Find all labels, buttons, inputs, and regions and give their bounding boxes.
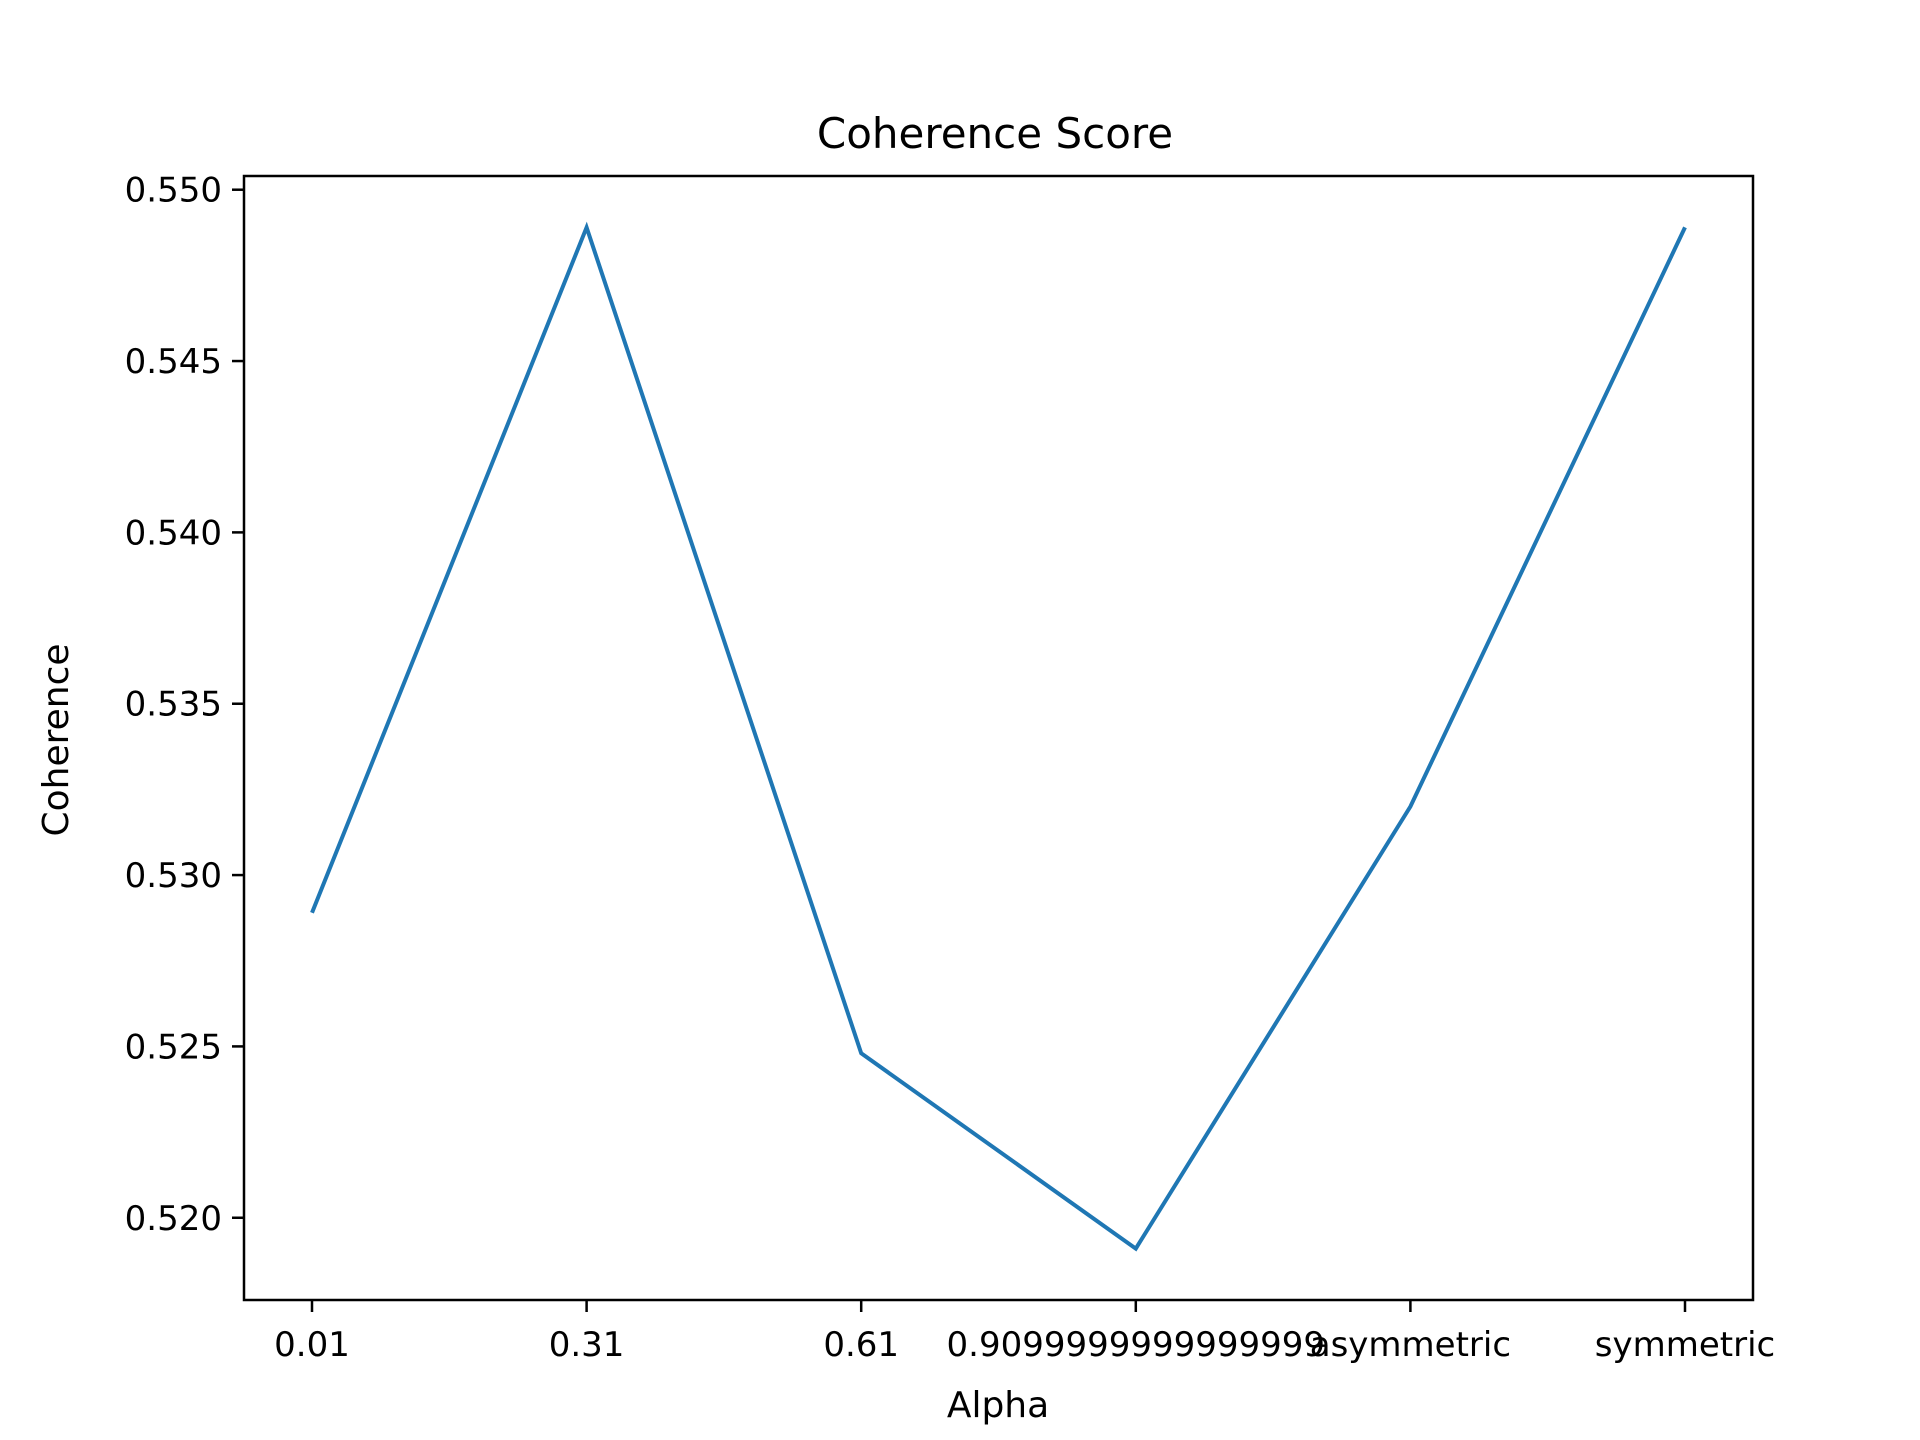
chart-title: Coherence Score — [817, 109, 1173, 158]
plot-frame — [242, 174, 1755, 1302]
y-tick-label: 0.540 — [125, 513, 222, 553]
x-tick-label: 0.9099999999999999 — [947, 1325, 1326, 1365]
y-tick-label: 0.520 — [125, 1199, 222, 1239]
y-tick-label: 0.545 — [125, 342, 222, 382]
x-tick-label: 0.61 — [823, 1325, 899, 1365]
y-tick-label: 0.530 — [125, 856, 222, 896]
plot-area: 0.520 0.525 0.530 0.535 0.540 0.545 0.550 0.01 0… — [125, 171, 1776, 1365]
x-tick-label: symmetric — [1595, 1325, 1775, 1365]
y-tick-label: 0.525 — [125, 1027, 222, 1067]
x-tick-label: asymmetric — [1310, 1325, 1511, 1365]
x-axis-label: Alpha — [947, 1385, 1049, 1426]
y-tick-label: 0.550 — [125, 171, 222, 211]
x-tick-label: 0.01 — [274, 1325, 350, 1365]
series-line-0 — [310, 221, 1687, 1252]
y-axis-label: Coherence — [36, 643, 77, 836]
y-tick-label: 0.535 — [125, 685, 222, 725]
x-tick-label: 0.31 — [549, 1325, 625, 1365]
